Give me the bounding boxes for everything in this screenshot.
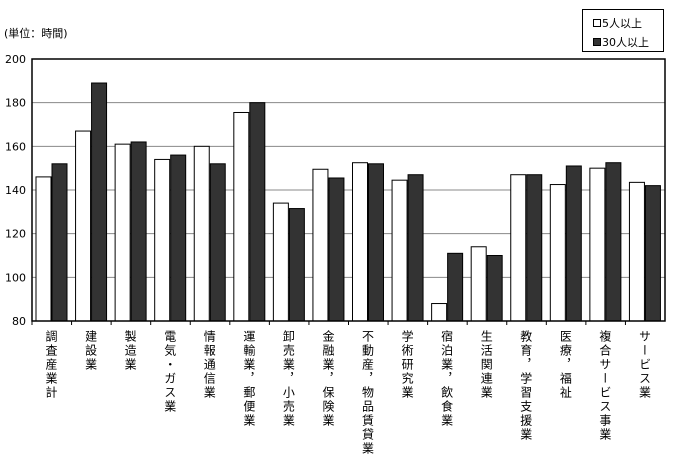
legend: 5人以上 30人以上 [582,9,664,52]
legend-swatch-white [593,19,601,27]
x-category-label: 製造業 [123,330,138,372]
bar-30-14 [605,162,622,322]
x-category-label: 卸売業，小売業 [281,330,296,428]
bar-5-5 [233,111,250,322]
x-category-label: 医療，福祉 [558,330,573,400]
bar-30-4 [209,163,226,322]
bar-30-5 [249,102,266,322]
x-category-label: 教育，学習支援業 [518,330,533,442]
y-tick-label: 120 [5,228,26,241]
bar-5-9 [391,179,408,322]
bar-30-10 [447,252,464,322]
bar-5-4 [193,145,210,322]
bar-5-7 [312,168,329,322]
bar-30-1 [91,82,108,322]
legend-label: 30人以上 [602,36,649,49]
bar-30-2 [130,141,147,322]
x-category-label: 調査産業計 [44,330,58,400]
bar-30-0 [51,163,68,322]
bar-5-11 [470,246,487,322]
bar-5-2 [114,143,131,322]
y-tick-label: 140 [5,184,26,197]
y-tick-label: 180 [5,97,26,110]
x-category-label: 運輸業，郵便業 [241,330,256,428]
y-tick-label: 100 [5,271,26,284]
bar-5-0 [35,176,52,322]
bar-5-3 [154,158,171,322]
bar-5-12 [510,174,527,322]
y-tick-label: 80 [12,315,26,328]
y-tick-label: 160 [5,140,26,153]
x-category-label: 不動産，物品賃貸業 [360,330,375,456]
bar-30-11 [486,255,503,322]
y-tick-label: 200 [5,53,26,66]
x-category-label: 宿泊業，飲食業 [439,330,454,428]
bar-30-6 [288,208,305,322]
legend-label: 5人以上 [602,17,642,30]
bar-5-8 [352,162,368,322]
x-category-label: 金融業，保険業 [320,330,335,428]
bar-30-12 [526,174,543,322]
x-category-label: 情報通信業 [202,330,217,400]
bar-5-1 [75,130,92,322]
x-category-label: 学術研究業 [400,330,415,400]
bar-5-15 [628,181,645,322]
x-category-label: 複合サービス事業 [597,330,612,442]
bar-5-10 [431,303,448,322]
plot-area [31,58,666,322]
bar-30-3 [170,154,187,322]
x-category-label: 建設業 [83,330,98,372]
bar-30-15 [644,185,661,322]
legend-item-30: 30人以上 [593,34,649,50]
bar-5-14 [589,167,606,322]
legend-swatch-dark [593,38,601,46]
legend-item-5: 5人以上 [593,15,642,31]
unit-label: (単位：時間) [4,27,68,40]
x-category-label: 電気・ガス業 [162,330,177,414]
x-category-label: サービス業 [637,330,652,400]
bar-30-9 [407,174,424,322]
x-category-label: 生活関連業 [479,330,494,400]
bar-30-7 [328,177,345,322]
bar-5-6 [272,202,289,322]
bar-30-8 [368,163,384,322]
bar-30-13 [565,165,582,322]
bar-5-13 [549,184,566,322]
